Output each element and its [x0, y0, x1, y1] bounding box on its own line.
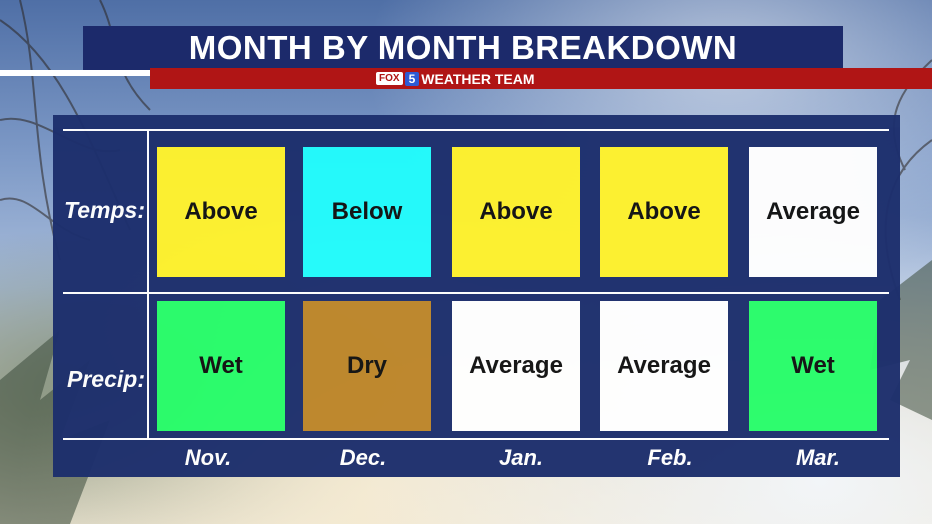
- logo-weather: WEATHER TEAM: [421, 71, 534, 87]
- cell-temps-feb: Above: [600, 147, 728, 277]
- breakdown-panel: Temps: Precip: Above Below Above Above A…: [53, 115, 900, 477]
- title-accent-strip: [0, 70, 160, 76]
- fox5-weather-logo: FOX 5 WEATHER TEAM: [376, 70, 535, 87]
- cell-text: Wet: [791, 352, 835, 379]
- cell-precip-mar: Wet: [749, 301, 877, 431]
- cell-temps-jan: Above: [452, 147, 580, 277]
- month-label-dec: Dec.: [339, 445, 387, 470]
- cell-text: Average: [617, 352, 711, 379]
- logo-weather-word: WEATHER: [421, 70, 491, 87]
- cell-precip-feb: Average: [600, 301, 728, 431]
- cell-text: Wet: [199, 352, 243, 379]
- brand-bar: [150, 68, 932, 89]
- row-label-precip: Precip:: [67, 366, 145, 392]
- cell-text: Below: [331, 198, 403, 225]
- cell-text: Above: [627, 198, 701, 225]
- month-label-jan: Jan.: [498, 445, 544, 470]
- cell-text: Above: [479, 198, 553, 225]
- grid-line-vertical: [147, 129, 149, 440]
- grid-line-top: [63, 129, 889, 131]
- logo-five: 5: [404, 71, 420, 86]
- cell-precip-jan: Average: [452, 301, 580, 431]
- row-label-temps: Temps:: [64, 197, 145, 223]
- month-label-feb: Feb.: [647, 445, 693, 470]
- month-label-mar: Mar.: [795, 445, 841, 470]
- logo-fox: FOX: [376, 72, 403, 85]
- cell-precip-nov: Wet: [157, 301, 285, 431]
- cell-text: Dry: [346, 352, 388, 379]
- page-title: MONTH BY MONTH BREAKDOWN: [83, 26, 843, 70]
- cell-text: Above: [184, 198, 258, 225]
- cell-temps-mar: Average: [749, 147, 877, 277]
- logo-team-word: TEAM: [494, 70, 535, 87]
- cell-precip-dec: Dry: [303, 301, 431, 431]
- grid-line-bottom: [63, 438, 889, 440]
- month-label-nov: Nov.: [184, 445, 232, 470]
- grid-line-middle: [63, 292, 889, 294]
- cell-temps-nov: Above: [157, 147, 285, 277]
- cell-text: Average: [766, 198, 860, 225]
- cell-temps-dec: Below: [303, 147, 431, 277]
- cell-text: Average: [469, 352, 563, 379]
